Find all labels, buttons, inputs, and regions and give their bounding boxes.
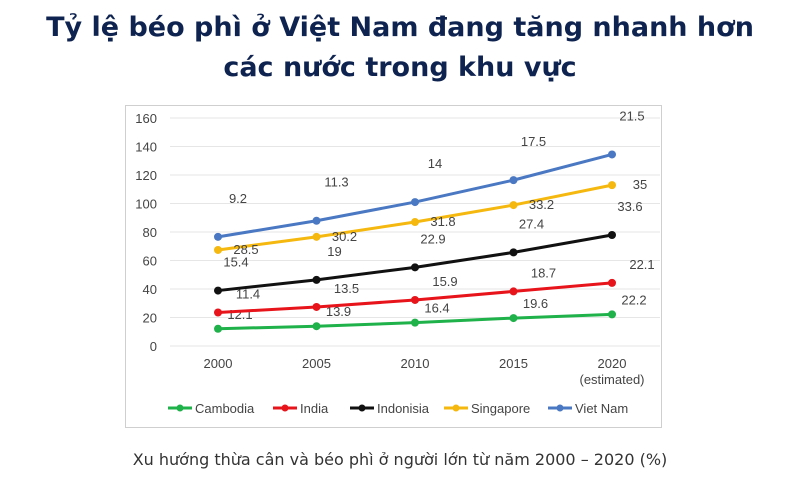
- data-point: [411, 218, 419, 227]
- y-tick-label: 20: [143, 311, 157, 326]
- data-label: 9.2: [229, 191, 247, 206]
- x-tick-sublabel: (estimated): [579, 372, 644, 387]
- legend-label: India: [300, 401, 329, 416]
- legend-label: Singapore: [471, 401, 530, 416]
- data-label: 18.7: [531, 265, 556, 280]
- data-label: 30.2: [332, 229, 357, 244]
- legend-label: Viet Nam: [575, 401, 628, 416]
- x-tick-label: 2015: [499, 356, 528, 371]
- data-label: 13.5: [334, 281, 359, 296]
- data-point: [608, 230, 616, 239]
- y-tick-label: 0: [150, 339, 157, 354]
- legend-marker: [176, 404, 184, 412]
- data-label: 27.4: [519, 216, 544, 231]
- data-label: 14: [428, 156, 442, 171]
- legend-marker: [556, 404, 564, 412]
- data-label: 12.1: [227, 307, 252, 322]
- data-label: 22.9: [420, 231, 445, 246]
- data-point: [411, 318, 419, 327]
- data-point: [608, 278, 616, 287]
- legend-label: Indonisia: [377, 401, 430, 416]
- data-label: 21.5: [619, 108, 644, 123]
- page-title: Tỷ lệ béo phì ở Việt Nam đang tăng nhanh…: [0, 8, 800, 88]
- data-point: [214, 245, 222, 254]
- data-point: [214, 308, 222, 317]
- data-point: [214, 232, 222, 241]
- legend-marker: [281, 404, 289, 412]
- data-label: 22.1: [629, 257, 654, 272]
- data-point: [411, 295, 419, 304]
- data-point: [312, 275, 321, 284]
- legend-marker: [452, 404, 460, 412]
- data-label: 15.4: [223, 255, 248, 270]
- data-point: [509, 248, 518, 257]
- data-label: 33.6: [617, 199, 642, 214]
- chart-caption: Xu hướng thừa cân và béo phì ở người lớn…: [132, 450, 668, 469]
- y-tick-label: 60: [143, 254, 157, 269]
- data-label: 16.4: [424, 301, 449, 316]
- y-tick-label: 80: [143, 225, 157, 240]
- data-point: [608, 150, 616, 159]
- data-label: 22.2: [621, 292, 646, 307]
- title-line-1: Tỷ lệ béo phì ở Việt Nam đang tăng nhanh…: [46, 12, 754, 43]
- data-point: [411, 198, 419, 207]
- data-label: 19: [327, 244, 341, 259]
- data-label: 13.9: [326, 304, 351, 319]
- title-line-2: các nước trong khu vực: [223, 52, 577, 83]
- data-point: [312, 216, 321, 225]
- data-point: [509, 314, 518, 323]
- data-label: 11.4: [236, 287, 260, 302]
- y-tick-label: 120: [135, 168, 157, 183]
- data-label: 35: [633, 177, 647, 192]
- x-tick-label: 2010: [401, 356, 430, 371]
- data-point: [509, 287, 518, 296]
- y-tick-label: 100: [135, 197, 157, 212]
- y-tick-label: 40: [143, 282, 157, 297]
- legend-label: Cambodia: [195, 401, 255, 416]
- data-point: [214, 286, 222, 295]
- data-point: [411, 263, 419, 272]
- data-point: [509, 176, 518, 185]
- series-line-singapore: [217, 183, 613, 252]
- legend-marker: [358, 404, 366, 412]
- data-label: 19.6: [523, 296, 548, 311]
- data-point: [312, 322, 321, 331]
- data-label: 28.5: [233, 242, 258, 257]
- data-point: [608, 181, 616, 190]
- y-tick-label: 140: [135, 140, 157, 155]
- data-point: [214, 324, 222, 333]
- x-tick-label: 2020: [598, 356, 627, 371]
- x-tick-label: 2005: [302, 356, 331, 371]
- data-label: 15.9: [432, 274, 457, 289]
- data-point: [312, 232, 321, 241]
- data-label: 31.8: [430, 214, 455, 229]
- data-point: [608, 310, 616, 319]
- x-tick-label: 2000: [204, 356, 233, 371]
- data-point: [509, 201, 518, 210]
- data-point: [312, 302, 321, 311]
- data-label: 11.3: [324, 175, 348, 190]
- data-label: 17.5: [521, 134, 546, 149]
- y-tick-label: 160: [135, 111, 157, 126]
- data-label: 33.2: [529, 197, 554, 212]
- chart-frame: [125, 105, 662, 428]
